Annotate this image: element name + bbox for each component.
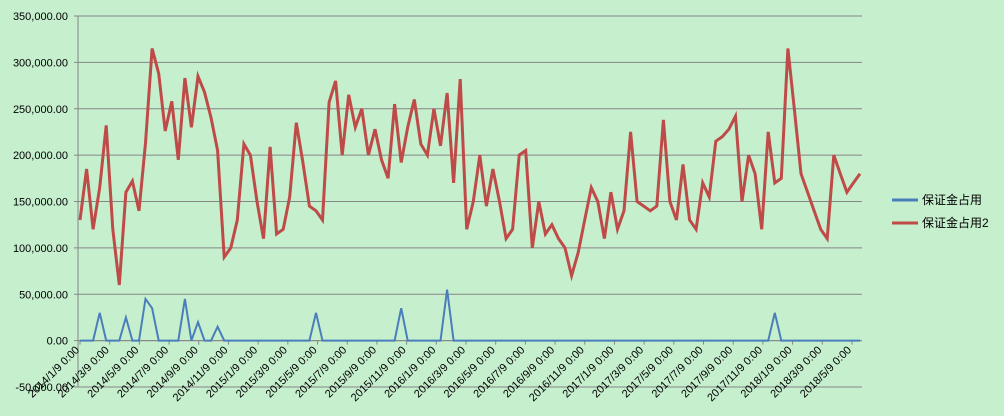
y-tick-label: 250,000.00 bbox=[13, 104, 68, 116]
series-line-margin bbox=[80, 289, 860, 342]
legend-label: 保证金占用2 bbox=[922, 215, 989, 230]
y-tick-label: 100,000.00 bbox=[13, 243, 68, 255]
y-tick-label: 150,000.00 bbox=[13, 197, 68, 209]
y-tick-label: 350,000.00 bbox=[13, 11, 68, 23]
y-tick-label: -50,000.00 bbox=[15, 382, 68, 394]
y-tick-label: 50,000.00 bbox=[19, 289, 68, 301]
y-axis: -50,000.00 0.00 50,000.00 100,000.00 150,000… bbox=[13, 11, 79, 394]
y-tick-label: 0.00 bbox=[47, 336, 68, 348]
series-group bbox=[78, 48, 862, 342]
y-tick-label: 300,000.00 bbox=[13, 57, 68, 69]
legend-label: 保证金占用 bbox=[922, 192, 982, 207]
series-line-margin-2 bbox=[78, 48, 862, 286]
y-tick-label: 200,000.00 bbox=[13, 150, 68, 162]
